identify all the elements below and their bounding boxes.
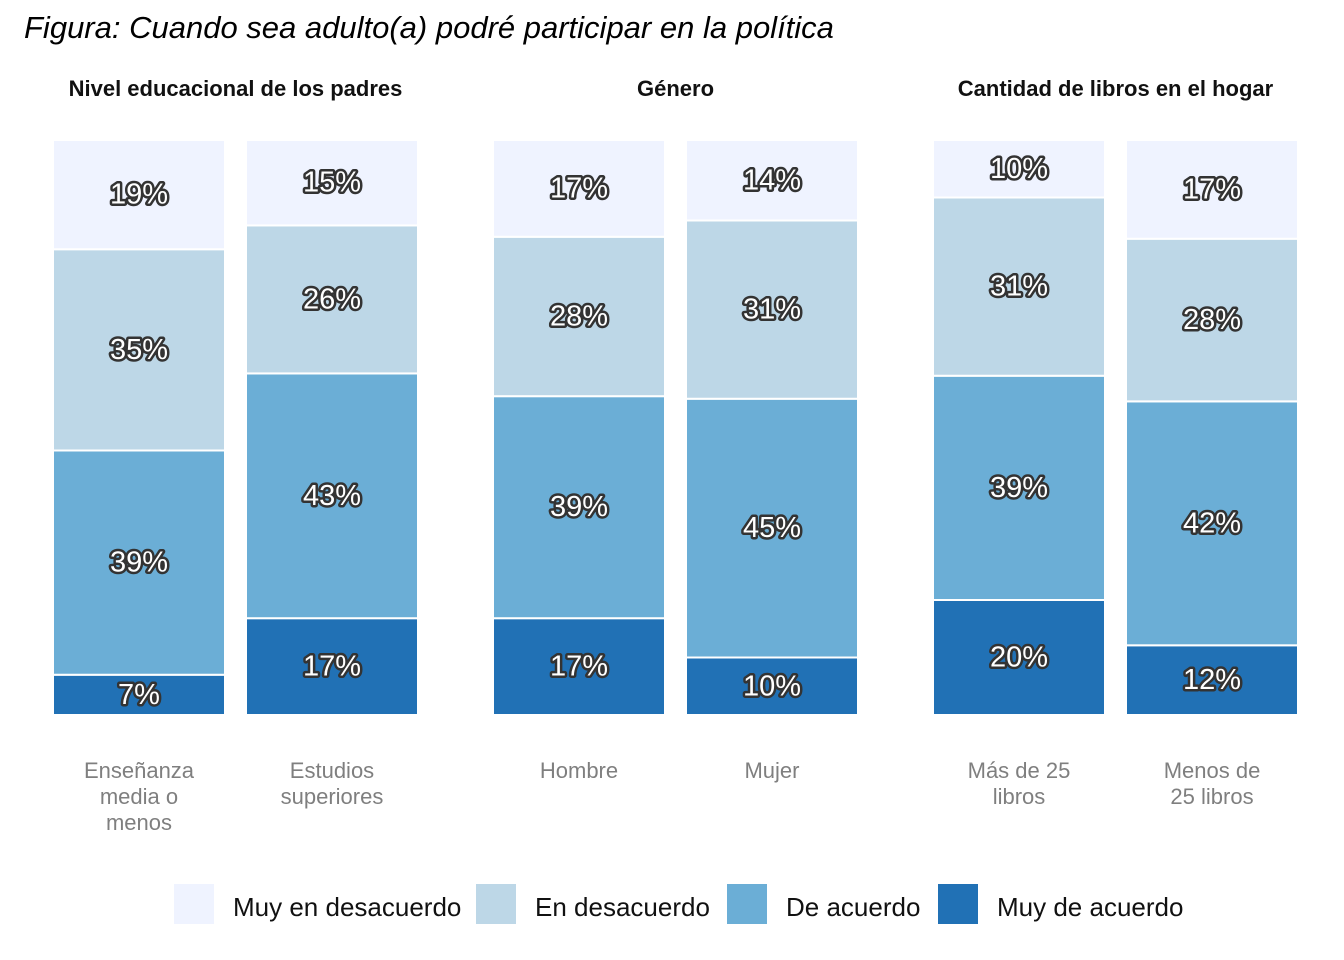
category-label: menos <box>106 810 172 835</box>
data-label: 39% <box>550 491 608 523</box>
figure-title: Figura: Cuando sea adulto(a) podré parti… <box>24 10 834 45</box>
data-label: 26% <box>303 283 361 315</box>
legend-label: Muy de acuerdo <box>997 892 1183 922</box>
data-label: 28% <box>550 300 608 332</box>
bar-segment <box>685 397 859 659</box>
data-label: 31% <box>990 271 1048 303</box>
bar-segment <box>1125 139 1299 240</box>
bar-segment <box>1125 400 1299 647</box>
legend-swatch <box>727 884 767 924</box>
data-label: 35% <box>110 334 168 366</box>
data-label: 17% <box>1183 173 1241 205</box>
bar-segment <box>685 139 859 222</box>
data-label: 7% <box>118 679 160 711</box>
data-label: 43% <box>303 480 361 512</box>
bar-segment <box>685 656 859 716</box>
category-label: Estudios <box>290 758 374 783</box>
data-label: 17% <box>303 651 361 683</box>
panel-title: Género <box>637 76 714 101</box>
category-label: 25 libros <box>1170 784 1253 809</box>
category-label: superiores <box>281 784 384 809</box>
data-label: 42% <box>1183 507 1241 539</box>
bar-segment <box>492 235 666 398</box>
bar-segment <box>492 395 666 620</box>
bar-segment <box>932 599 1106 716</box>
data-label: 12% <box>1183 664 1241 696</box>
bar-segment <box>52 248 226 452</box>
data-label: 19% <box>110 179 168 211</box>
legend-label: De acuerdo <box>786 892 920 922</box>
category-label: Menos de <box>1164 758 1261 783</box>
bar-segment <box>52 673 226 716</box>
bar-segment <box>245 617 419 717</box>
data-label: 31% <box>743 294 801 326</box>
category-label: media o <box>100 784 178 809</box>
bar-segment <box>245 139 419 227</box>
panel-title: Nivel educacional de los padres <box>69 76 403 101</box>
bar-segment <box>492 139 666 238</box>
panel-title: Cantidad de libros en el hogar <box>958 76 1274 101</box>
data-label: 10% <box>990 153 1048 185</box>
data-label: 10% <box>743 670 801 702</box>
bar-segment <box>52 139 226 251</box>
data-label: 45% <box>743 512 801 544</box>
bar-segment <box>1125 237 1299 403</box>
category-label: Mujer <box>744 758 799 783</box>
category-label: Más de 25 <box>968 758 1071 783</box>
bar-segment <box>245 372 419 620</box>
legend-swatch <box>174 884 214 924</box>
bar-segment <box>245 224 419 375</box>
bar-segment <box>932 139 1106 199</box>
data-label: 20% <box>990 642 1048 674</box>
category-label: libros <box>993 784 1046 809</box>
data-label: 28% <box>1183 304 1241 336</box>
bar-segment <box>685 219 859 400</box>
legend-label: En desacuerdo <box>535 892 710 922</box>
data-label: 17% <box>550 651 608 683</box>
legend-swatch <box>938 884 978 924</box>
data-label: 39% <box>990 472 1048 504</box>
legend-swatch <box>476 884 516 924</box>
legend-label: Muy en desacuerdo <box>233 892 461 922</box>
data-label: 17% <box>550 172 608 204</box>
data-label: 14% <box>743 164 801 196</box>
category-label: Hombre <box>540 758 618 783</box>
data-label: 15% <box>303 167 361 199</box>
data-label: 39% <box>110 547 168 579</box>
bar-segment <box>492 617 666 717</box>
bar-segment <box>932 374 1106 601</box>
category-label: Enseñanza <box>84 758 195 783</box>
bar-segment <box>932 196 1106 377</box>
